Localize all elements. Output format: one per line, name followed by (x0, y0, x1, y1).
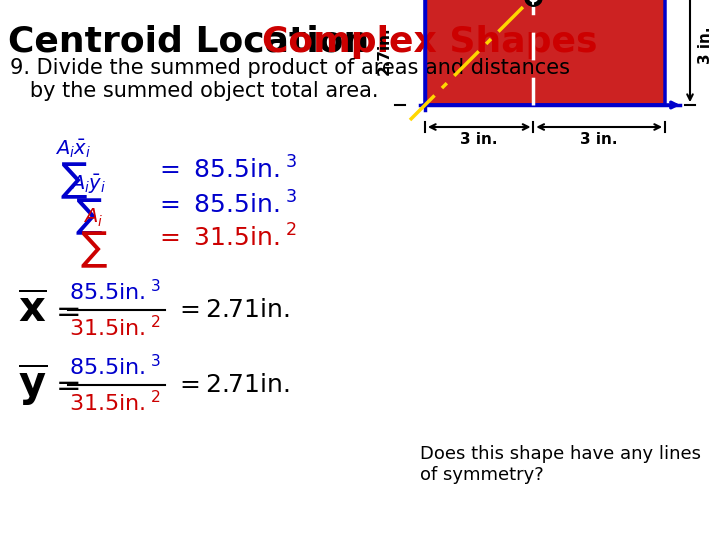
Text: $=$: $=$ (50, 295, 81, 325)
Text: Does this shape have any lines
of symmetry?: Does this shape have any lines of symmet… (420, 445, 701, 484)
Text: Complex Shapes: Complex Shapes (262, 25, 598, 59)
Text: $= 2.71\mathrm{in.}$: $= 2.71\mathrm{in.}$ (175, 373, 289, 397)
Text: $= \ 31.5\mathrm{in.}^2$: $= \ 31.5\mathrm{in.}^2$ (155, 225, 297, 252)
Text: $\sum^{A_i \bar{y}_i}$: $\sum^{A_i \bar{y}_i}$ (70, 172, 106, 238)
Text: 3 in.: 3 in. (580, 132, 618, 147)
Text: 9. Divide the summed product of areas and distances
   by the summed object tota: 9. Divide the summed product of areas an… (10, 58, 570, 101)
Circle shape (526, 0, 541, 5)
Text: $= 2.71\mathrm{in.}$: $= 2.71\mathrm{in.}$ (175, 298, 289, 322)
Text: $= \ 85.5\mathrm{in.}^3$: $= \ 85.5\mathrm{in.}^3$ (155, 191, 297, 219)
Text: Centroid Location: Centroid Location (8, 25, 369, 59)
Text: $31.5\mathrm{in.}^2$: $31.5\mathrm{in.}^2$ (69, 315, 161, 341)
Text: $85.5\mathrm{in.}^3$: $85.5\mathrm{in.}^3$ (69, 354, 161, 380)
Text: $\overline{\mathbf{x}}$: $\overline{\mathbf{x}}$ (18, 289, 47, 331)
Text: $\sum^{A_i \bar{x}_i}$: $\sum^{A_i \bar{x}_i}$ (55, 138, 91, 202)
Text: $31.5\mathrm{in.}^2$: $31.5\mathrm{in.}^2$ (69, 390, 161, 416)
Text: $\overline{\mathbf{y}}$: $\overline{\mathbf{y}}$ (18, 362, 47, 408)
Text: $85.5\mathrm{in.}^3$: $85.5\mathrm{in.}^3$ (69, 279, 161, 305)
Text: $=$: $=$ (50, 370, 81, 400)
Text: 3 in.: 3 in. (461, 132, 498, 147)
Text: 3 in.: 3 in. (698, 26, 713, 64)
Text: 2.7in.: 2.7in. (377, 26, 392, 75)
Text: $= \ 85.5\mathrm{in.}^3$: $= \ 85.5\mathrm{in.}^3$ (155, 157, 297, 184)
Polygon shape (425, 0, 665, 105)
Text: $\sum^{A_i}$: $\sum^{A_i}$ (80, 206, 108, 270)
